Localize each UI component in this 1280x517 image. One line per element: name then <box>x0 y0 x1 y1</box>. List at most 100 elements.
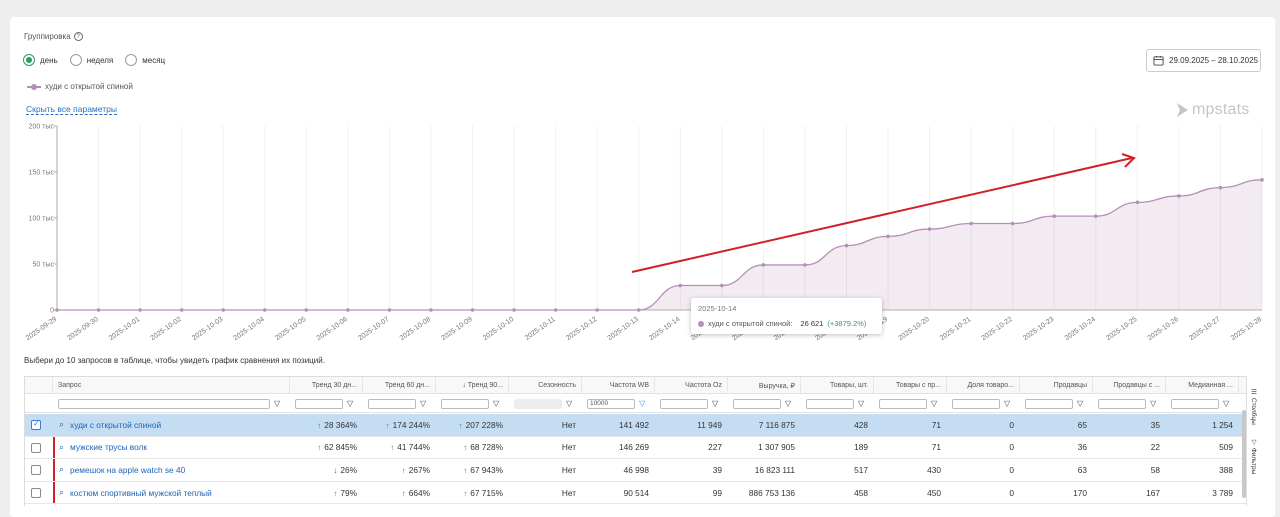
data-point <box>1177 194 1181 198</box>
arrow-up-icon: ↑ <box>317 442 322 453</box>
table-cell: 227 <box>655 437 728 459</box>
query-text: худи с открытой спиной <box>70 419 162 430</box>
table-cell: 16 823 111 <box>728 459 801 481</box>
table-cell: 71 <box>874 437 947 459</box>
column-header[interactable]: Тренд 30 дн... <box>290 377 363 394</box>
filter-input[interactable] <box>952 398 1000 409</box>
table-filter-row: ▽ ▽ ▽ ▽ ▽ 10000 ▽ ▽ ▽ ▽ ▽ ▽ ▽ ▽ ▽ <box>25 394 1247 413</box>
cell-value: 430 <box>927 464 941 475</box>
x-tick-label: 2025-10-25 <box>1105 316 1138 342</box>
column-header[interactable]: Частота WB <box>582 377 655 394</box>
filter-input[interactable] <box>733 398 781 409</box>
arrow-up-icon: ↑ <box>401 487 406 498</box>
table-cell: ↑ 62 845% <box>290 437 363 459</box>
row-checkbox[interactable] <box>31 419 41 430</box>
table-row[interactable]: ⌕ ремешок на apple watch se 40 ↓ 26% ↑ 267% ↑ 6… <box>25 459 1247 482</box>
cell-value: 3 789 <box>1212 487 1233 498</box>
radio-week[interactable]: неделя <box>69 54 113 66</box>
filter-input[interactable] <box>514 398 562 409</box>
data-point <box>512 308 516 312</box>
column-header[interactable]: Медианная ... <box>1166 377 1239 394</box>
cell-value: 428 <box>854 419 868 430</box>
chart-legend[interactable]: худи с открытой спиной <box>27 82 133 91</box>
filter-funnel-icon[interactable]: ▽ <box>274 398 281 408</box>
x-tick-label: 2025-10-06 <box>316 316 349 342</box>
table-row[interactable]: ⌕худи с открытой спиной↑28 364%↑174 244%… <box>25 414 1247 437</box>
filter-input[interactable] <box>368 398 416 409</box>
cell-value: 0 <box>1009 442 1014 453</box>
column-header[interactable]: Запрос <box>53 377 290 394</box>
radio-month-circle[interactable] <box>125 54 138 66</box>
table-row[interactable]: ⌕ мужские трусы волк ↑ 62 845% ↑ 41 744% ↑ 68 7… <box>25 436 1247 460</box>
filter-input[interactable] <box>1171 398 1219 409</box>
filter-funnel-icon[interactable]: ▽ <box>1077 398 1084 408</box>
data-point <box>969 221 973 226</box>
filter-input[interactable] <box>806 398 854 409</box>
query-link[interactable]: ⌕ костюм спортивный мужской теплый <box>59 487 212 498</box>
cell-value: 68 728% <box>470 442 503 453</box>
column-header[interactable]: Продавцы <box>1020 377 1093 394</box>
table-cell: 63 <box>1020 459 1093 481</box>
side-tab-columns[interactable]: ☰ Столбцы <box>1249 388 1257 425</box>
column-header[interactable]: ↓ Тренд 90... <box>436 377 509 394</box>
date-range-picker[interactable]: 29.09.2025 – 28.10.2025 <box>1146 49 1261 72</box>
cell-value: 71 <box>931 419 941 430</box>
column-header[interactable]: Частота Oz <box>655 377 728 394</box>
table-cell: ↑ 267% <box>363 459 436 481</box>
cell-value: 63 <box>1077 464 1087 475</box>
filter-funnel-icon[interactable]: ▽ <box>1150 398 1157 408</box>
filter-funnel-icon[interactable]: ▽ <box>785 398 792 408</box>
row-checkbox[interactable] <box>31 465 41 476</box>
filter-input[interactable] <box>879 398 927 409</box>
cell-value: 22 <box>1150 442 1160 453</box>
question-circle-icon[interactable]: ? <box>73 32 83 41</box>
filter-funnel-icon[interactable]: ▽ <box>858 398 865 408</box>
column-header[interactable]: Доля товаро... <box>947 377 1020 394</box>
filter-input[interactable] <box>1025 398 1073 409</box>
filter-input[interactable] <box>660 398 708 409</box>
column-header[interactable]: Выручка, ₽ <box>728 377 801 394</box>
row-checkbox[interactable] <box>31 442 41 453</box>
x-tick-label: 2025-10-10 <box>482 316 515 342</box>
filter-cell: ▽ <box>509 394 582 413</box>
table-cell: 509 <box>1166 437 1239 459</box>
filter-input[interactable] <box>1098 398 1146 409</box>
filter-input[interactable] <box>58 398 270 409</box>
data-point <box>1135 200 1140 205</box>
table-scrollbar[interactable] <box>1242 410 1246 498</box>
filter-funnel-icon[interactable]: ▽ <box>493 398 500 408</box>
query-link[interactable]: ⌕ худи с открытой спиной <box>59 419 161 430</box>
filter-funnel-icon[interactable]: ▽ <box>1223 398 1230 408</box>
hide-all-params-link[interactable]: Скрыть все параметры <box>26 104 117 115</box>
x-tick-label: 2025-10-07 <box>357 316 390 342</box>
filter-input[interactable] <box>441 398 489 409</box>
column-header[interactable]: Товары, шт. <box>801 377 874 394</box>
filter-funnel-icon[interactable]: ▽ <box>566 398 573 408</box>
column-header[interactable]: Товары с пр... <box>874 377 947 394</box>
table-row[interactable]: ⌕ костюм спортивный мужской теплый ↑ 79% ↑ 66… <box>25 481 1247 505</box>
table-cell: 1 307 905 <box>728 437 801 459</box>
filter-funnel-icon[interactable]: ▽ <box>1004 398 1011 408</box>
radio-week-circle[interactable] <box>69 54 82 66</box>
side-tab-filters[interactable]: ▽ Фильтры <box>1249 438 1257 474</box>
filter-input[interactable]: 10000 <box>587 398 635 409</box>
filter-funnel-icon[interactable]: ▽ <box>639 398 646 408</box>
filter-funnel-icon[interactable]: ▽ <box>347 398 354 408</box>
row-checkbox[interactable] <box>31 487 41 498</box>
query-link[interactable]: ⌕ ремешок на apple watch se 40 <box>59 464 185 475</box>
query-link[interactable]: ⌕ мужские трусы волк <box>59 442 147 453</box>
filter-funnel-icon[interactable]: ▽ <box>420 398 427 408</box>
radio-month[interactable]: месяц <box>125 54 165 66</box>
cell-value: 67 715% <box>470 487 503 498</box>
radio-day[interactable]: день <box>23 54 58 66</box>
column-header[interactable]: Продавцы с ... <box>1093 377 1166 394</box>
radio-day-circle[interactable] <box>23 54 35 66</box>
filter-funnel-icon[interactable]: ▽ <box>931 398 938 408</box>
filter-funnel-icon[interactable]: ▽ <box>712 398 719 408</box>
table-cell: ↑ 68 728% <box>436 437 509 459</box>
table-cell: ⌕ худи с открытой спиной <box>53 414 290 436</box>
column-header[interactable]: Тренд 60 дн... <box>363 377 436 394</box>
filter-input[interactable] <box>295 398 343 409</box>
filter-cell: ▽ <box>53 394 290 413</box>
column-header[interactable]: Сезонность <box>509 377 582 394</box>
